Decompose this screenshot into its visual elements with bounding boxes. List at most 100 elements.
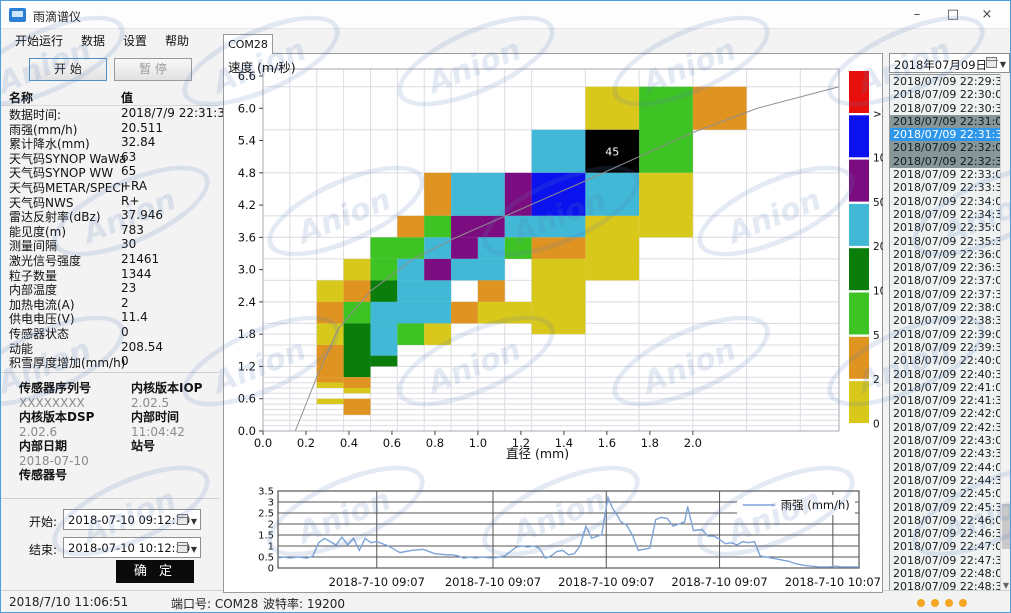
row-name: 粒子数量 — [9, 268, 58, 283]
menu-item-0[interactable]: 开始运行 — [15, 34, 64, 48]
timestamp-item[interactable]: 2018/07/09 22:31:00 — [890, 114, 1009, 129]
heatmap-cell — [692, 86, 747, 130]
heatmap-cell — [316, 323, 344, 345]
date-select-combo[interactable]: 2018年07月09日 ▼ — [889, 53, 1010, 73]
timestamp-item[interactable]: 2018/07/09 22:32:30 — [890, 154, 1009, 169]
calendar-icon[interactable] — [176, 542, 189, 553]
timestamp-item[interactable]: 2018/07/09 22:33:00 — [893, 168, 1010, 182]
table-row: 天气码NWS R+ — [1, 194, 219, 210]
heatmap-cell — [451, 258, 505, 281]
svg-text:1.2: 1.2 — [238, 359, 256, 373]
svg-text:6.6: 6.6 — [238, 69, 256, 83]
status-led — [959, 599, 967, 607]
timestamp-item[interactable]: 2018/07/09 22:44:00 — [893, 460, 1010, 474]
row-value: 2018/7/9 22:31:30 — [121, 106, 233, 120]
timestamp-item[interactable]: 2018/07/09 22:40:00 — [893, 354, 1010, 368]
timestamp-item[interactable]: 2018/07/09 22:45:30 — [893, 500, 1010, 514]
row-name: 内部温度 — [9, 283, 58, 298]
start-button[interactable]: 开 始 — [29, 58, 107, 81]
timestamp-item[interactable]: 2018/07/09 22:47:30 — [893, 553, 1010, 567]
pause-button[interactable]: 暂 停 — [114, 58, 192, 81]
heatmap-cell — [504, 237, 532, 259]
table-header-name: 名称 — [9, 91, 34, 105]
timestamp-item[interactable]: 2018/07/09 22:34:30 — [893, 207, 1010, 221]
heatmap-cell — [451, 301, 478, 324]
confirm-button[interactable]: 确 定 — [116, 560, 194, 583]
timestamp-item[interactable]: 2018/07/09 22:38:30 — [893, 314, 1010, 328]
start-time-label: 开始: — [29, 515, 58, 529]
timestamp-item[interactable]: 2018/07/09 22:32:00 — [890, 141, 1009, 155]
menu-item-2[interactable]: 设置 — [123, 34, 148, 48]
minimize-button[interactable]: – — [913, 7, 921, 22]
timestamp-item[interactable]: 2018/07/09 22:40:30 — [893, 367, 1010, 381]
chevron-down-icon[interactable]: ▼ — [190, 517, 197, 526]
timestamp-item[interactable]: 2018/07/09 22:44:30 — [893, 473, 1010, 487]
table-row: 雨强(mm/h) 20.511 — [1, 121, 219, 137]
timestamp-item[interactable]: 2018/07/09 22:43:30 — [893, 447, 1010, 461]
close-button[interactable]: × — [981, 7, 993, 22]
heatmap-cell — [477, 280, 505, 302]
scrollbar-thumb[interactable] — [1002, 504, 1010, 549]
status-bar: 2018/7/10 11:06:51 端口号: COM28 波特率: 19200 — [1, 590, 1010, 612]
sensor-field-label: 内部时间 — [131, 410, 180, 424]
timestamp-item[interactable]: 2018/07/09 22:29:30 — [893, 75, 1010, 88]
timestamp-item[interactable]: 2018/07/09 22:43:00 — [893, 434, 1010, 448]
heatmap-cell — [451, 215, 505, 238]
window-title: 雨滴谱仪 — [33, 10, 82, 24]
date-list-panel: 2018年07月09日 ▼ 2018/07/09 22:29:30 2018/07… — [889, 53, 1010, 593]
tab-com28[interactable]: COM28 — [223, 34, 273, 54]
end-time-label: 结束: — [29, 543, 58, 557]
timestamp-item[interactable]: 2018/07/09 22:39:30 — [893, 340, 1010, 354]
timestamp-item[interactable]: 2018/07/09 22:39:00 — [893, 327, 1010, 341]
timestamp-item[interactable]: 2018/07/09 22:31:30 — [890, 128, 1009, 142]
start-time-input[interactable]: 2018-07-10 09:12:30 ▼ — [63, 509, 201, 530]
timestamp-item[interactable]: 2018/07/09 22:48:30 — [893, 580, 1010, 593]
timestamp-item[interactable]: 2018/07/09 22:30:30 — [893, 101, 1010, 115]
timestamp-item[interactable]: 2018/07/09 22:30:00 — [893, 88, 1010, 102]
heatmap-cell — [504, 215, 586, 238]
heatmap-cell — [585, 129, 640, 173]
maximize-button[interactable]: □ — [946, 7, 960, 22]
calendar-icon[interactable] — [176, 514, 189, 525]
timestamp-item[interactable]: 2018/07/09 22:33:30 — [893, 181, 1010, 195]
timestamp-item[interactable]: 2018/07/09 22:36:00 — [893, 247, 1010, 261]
timestamp-item[interactable]: 2018/07/09 22:47:00 — [893, 540, 1010, 554]
chevron-down-icon[interactable]: ▼ — [190, 545, 197, 554]
row-name: 天气码SYNOP WaWa — [9, 151, 127, 166]
timestamp-item[interactable]: 2018/07/09 22:35:30 — [893, 234, 1010, 248]
timestamp-item[interactable]: 2018/07/09 22:35:00 — [893, 221, 1010, 235]
timestamp-item[interactable]: 2018/07/09 22:42:00 — [893, 407, 1010, 421]
chevron-down-icon[interactable]: ▼ — [999, 60, 1006, 69]
scrollbar[interactable]: ▼ — [1000, 74, 1010, 593]
sensor-field: 内核版本DSP 2.02.6 — [19, 408, 94, 439]
colorbar-segment — [849, 159, 869, 202]
svg-text:2.5: 2.5 — [258, 509, 274, 520]
timestamp-item[interactable]: 2018/07/09 22:38:00 — [893, 301, 1010, 315]
menu-item-3[interactable]: 帮助 — [165, 34, 190, 48]
timestamp-item[interactable]: 2018/07/09 22:46:30 — [893, 527, 1010, 541]
timestamp-item[interactable]: 2018/07/09 22:37:30 — [893, 287, 1010, 301]
heatmap-cell — [370, 280, 398, 302]
timestamp-item[interactable]: 2018/07/09 22:45:00 — [893, 487, 1010, 501]
timestamp-item[interactable]: 2018/07/09 22:46:00 — [893, 513, 1010, 527]
timestamp-item[interactable]: 2018/07/09 22:48:00 — [893, 566, 1010, 580]
end-time-input[interactable]: 2018-07-10 10:12:30 ▼ — [63, 537, 201, 558]
colorbar-segment — [849, 381, 869, 424]
scroll-down-icon[interactable]: ▼ — [1002, 581, 1010, 590]
timestamp-list[interactable]: 2018/07/09 22:29:30 2018/07/09 22:30:00 20… — [889, 74, 1010, 593]
timestamp-item[interactable]: 2018/07/09 22:37:00 — [893, 274, 1010, 288]
sensor-field-label: 内核版本IOP — [131, 381, 203, 395]
svg-text:1.6: 1.6 — [598, 436, 616, 450]
timestamp-item[interactable]: 2018/07/09 22:41:30 — [893, 394, 1010, 408]
calendar-icon[interactable] — [985, 57, 998, 68]
colorbar-label: 20 — [873, 241, 883, 253]
menu-item-1[interactable]: 数据 — [81, 34, 106, 48]
timestamp-item[interactable]: 2018/07/09 22:34:00 — [893, 194, 1010, 208]
timestamp-item[interactable]: 2018/07/09 22:42:30 — [893, 420, 1010, 434]
timestamp-item[interactable]: 2018/07/09 22:36:30 — [893, 261, 1010, 275]
heatmap-cell — [424, 215, 452, 238]
row-value: 0 — [121, 324, 129, 339]
status-time: 2018/7/10 11:06:51 — [9, 595, 129, 609]
timestamp-item[interactable]: 2018/07/09 22:41:00 — [893, 380, 1010, 394]
row-value: 32.84 — [121, 135, 156, 150]
